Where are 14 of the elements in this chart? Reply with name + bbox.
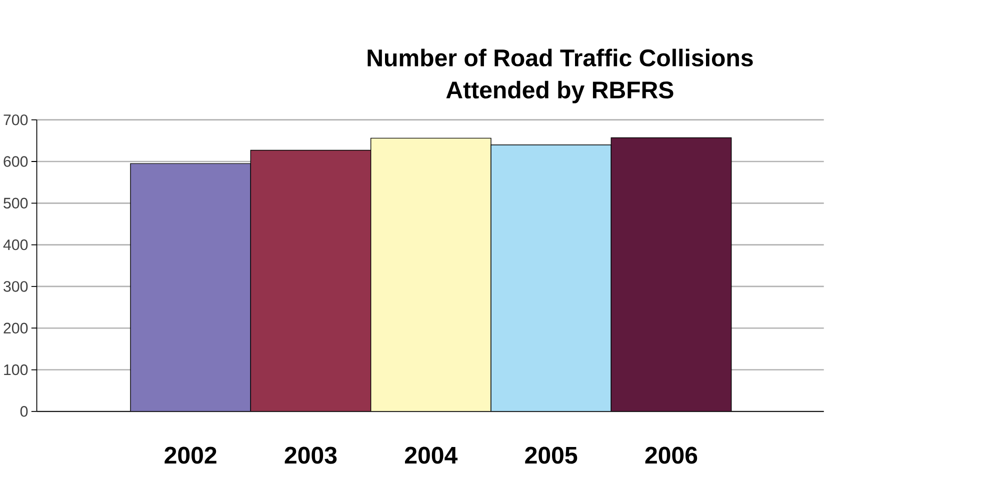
y-tick-label: 600	[4, 156, 28, 167]
y-tick-label: 400	[3, 239, 28, 250]
chart-title: Number of Road Traffic Collisions Attended by RBFRS	[368, 48, 753, 104]
y-tick-label: 500	[4, 198, 28, 208]
y-tick-label: 700	[4, 114, 28, 125]
y-tick-label: 200	[4, 322, 28, 334]
y-tick-label: 300	[4, 280, 28, 292]
y-tick-label: 100	[4, 364, 28, 375]
x-tick-label: 2005	[525, 446, 578, 464]
x-tick-label: 2003	[284, 446, 337, 464]
x-tick-label: 2004	[404, 446, 458, 464]
x-tick-label: 2006	[645, 446, 698, 464]
x-tick-label: 2002	[164, 446, 216, 464]
y-tick-label: 0	[20, 406, 28, 417]
